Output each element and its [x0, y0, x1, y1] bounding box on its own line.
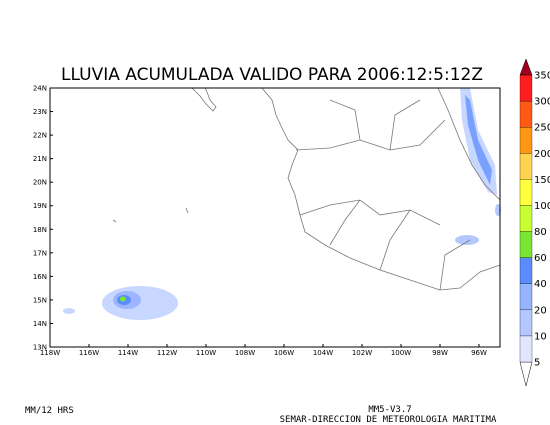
lat-label: 24N: [33, 85, 47, 93]
lat-label: 17N: [33, 249, 47, 257]
lat-label: 18N: [33, 226, 47, 234]
longitude-axis: 118W 116W 114W 112W 110W 108W 106W 104W 102W 100W…: [40, 344, 487, 357]
colorbar-label: 10: [534, 331, 547, 342]
colorbar-label: 250: [534, 123, 550, 134]
colorbar-swatch: [519, 58, 533, 76]
lat-label: 14N: [33, 320, 47, 328]
map-title: LLUVIA ACUMULADA VALIDO PARA 2006:12:5:1…: [61, 65, 483, 85]
colorbar-label: 100: [534, 201, 550, 212]
colorbar-swatch: [519, 179, 533, 206]
colorbar-swatch: [519, 257, 533, 284]
colorbar-swatch: [519, 231, 533, 258]
rain-area: [63, 308, 75, 314]
lat-label: 22N: [33, 132, 47, 140]
lon-label: 112W: [157, 349, 177, 357]
island: [112, 207, 189, 223]
rain-area: [465, 95, 492, 185]
colorbar-label: 20: [534, 305, 547, 316]
lon-label: 104W: [313, 349, 333, 357]
colorbar-swatch: [519, 309, 533, 337]
lat-label: 21N: [33, 155, 47, 163]
coastline: [437, 87, 501, 201]
colorbar-swatch: [519, 100, 533, 128]
footer-units: MM/12 HRS: [25, 406, 74, 416]
lat-label: 15N: [33, 296, 47, 304]
colorbar-swatch: [519, 205, 533, 232]
colorbar-swatch: [519, 283, 533, 310]
lon-label: 96W: [471, 349, 487, 357]
map-frame: [49, 87, 501, 348]
lon-label: 98W: [432, 349, 448, 357]
colorbar-label: 150: [534, 175, 550, 186]
lat-label: 19N: [33, 202, 47, 210]
footer-credit: SEMAR-DIRECCION DE METEOROLOGIA MARITIMA: [280, 415, 497, 425]
lat-label: 23N: [33, 108, 47, 116]
colorbar-label: 200: [534, 149, 550, 160]
colorbar-swatch: [519, 127, 533, 154]
rain-area: [455, 235, 479, 245]
coastline: [191, 87, 217, 112]
colorbar-label: 80: [534, 227, 547, 238]
colorbar-label: 5: [534, 358, 540, 369]
lon-label: 100W: [391, 349, 411, 357]
colorbar-swatch: [519, 153, 533, 180]
latitude-axis: 24N 23N 22N 21N 20N 19N 18N 17N 16N 15N 14N 13N: [33, 85, 53, 352]
colorbar: 5 10 20 40 60 80 100 150 200 250 300 350: [519, 58, 550, 387]
footer-model: MM5-V3.7: [368, 405, 411, 415]
lon-label: 102W: [352, 349, 372, 357]
lon-label: 110W: [196, 349, 216, 357]
state-border: [295, 99, 471, 291]
lat-label: 20N: [33, 179, 47, 187]
coastlines: [112, 87, 501, 291]
colorbar-label: 40: [534, 279, 547, 290]
lon-label: 108W: [235, 349, 255, 357]
rain-area: [120, 296, 126, 302]
colorbar-label: 60: [534, 253, 547, 264]
lon-label: 106W: [274, 349, 294, 357]
lat-label: 13N: [33, 344, 47, 352]
lon-label: 114W: [118, 349, 138, 357]
lon-label: 116W: [79, 349, 99, 357]
colorbar-label: 350: [534, 71, 550, 82]
colorbar-label: 300: [534, 97, 550, 108]
colorbar-swatch: [519, 74, 533, 102]
lon-label: 118W: [40, 349, 60, 357]
colorbar-swatch: [519, 335, 533, 363]
lat-label: 16N: [33, 273, 47, 281]
